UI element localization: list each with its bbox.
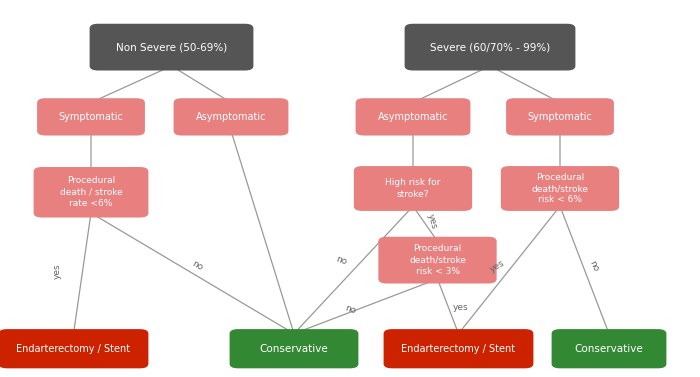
Text: High risk for
stroke?: High risk for stroke? (385, 178, 441, 199)
FancyBboxPatch shape (356, 98, 470, 136)
Text: Conservative: Conservative (575, 344, 643, 354)
FancyBboxPatch shape (174, 98, 288, 136)
Text: Non Severe (50-69%): Non Severe (50-69%) (116, 42, 227, 52)
Text: Procedural
death / stroke
rate <6%: Procedural death / stroke rate <6% (60, 176, 122, 208)
FancyBboxPatch shape (354, 166, 472, 211)
FancyBboxPatch shape (506, 98, 614, 136)
Text: Procedural
death/stroke
risk < 3%: Procedural death/stroke risk < 3% (409, 244, 466, 276)
FancyBboxPatch shape (90, 24, 253, 70)
Text: Endarterectomy / Stent: Endarterectomy / Stent (401, 344, 516, 354)
FancyBboxPatch shape (34, 167, 148, 218)
FancyBboxPatch shape (552, 329, 666, 368)
Text: yes: yes (453, 303, 468, 312)
FancyBboxPatch shape (384, 329, 533, 368)
Text: Severe (60/70% - 99%): Severe (60/70% - 99%) (430, 42, 550, 52)
Text: yes: yes (53, 264, 62, 279)
FancyBboxPatch shape (378, 237, 497, 284)
FancyBboxPatch shape (501, 166, 620, 211)
FancyBboxPatch shape (405, 24, 575, 70)
Text: Symptomatic: Symptomatic (528, 112, 592, 122)
FancyBboxPatch shape (37, 98, 145, 136)
Text: no: no (587, 259, 600, 273)
Text: no: no (335, 254, 349, 266)
Text: yes: yes (426, 213, 438, 230)
Text: Symptomatic: Symptomatic (59, 112, 123, 122)
Text: no: no (343, 303, 357, 315)
Text: Asymptomatic: Asymptomatic (378, 112, 448, 122)
FancyBboxPatch shape (230, 329, 358, 368)
Text: no: no (190, 259, 204, 273)
Text: Procedural
death/stroke
risk < 6%: Procedural death/stroke risk < 6% (531, 173, 589, 204)
Text: Endarterectomy / Stent: Endarterectomy / Stent (16, 344, 131, 354)
Text: yes: yes (488, 258, 506, 274)
FancyBboxPatch shape (0, 329, 148, 368)
Text: Conservative: Conservative (260, 344, 328, 354)
Text: Asymptomatic: Asymptomatic (196, 112, 266, 122)
